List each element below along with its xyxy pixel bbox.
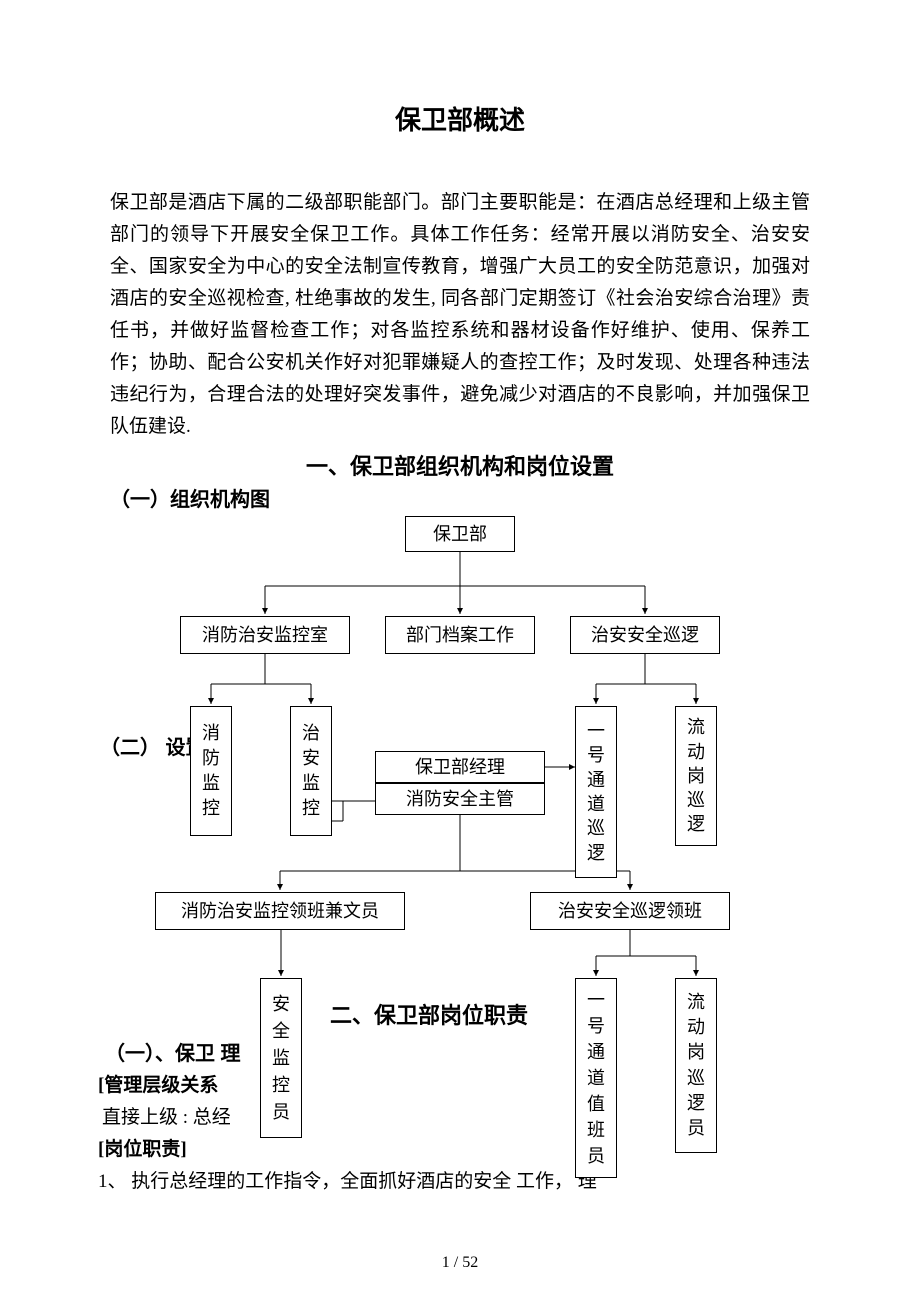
node-b1: 消防治安监控室 xyxy=(180,616,350,654)
node-e3: 流动岗巡逻员 xyxy=(675,978,717,1153)
page-title: 保卫部概述 xyxy=(110,100,810,137)
node-e1: 安全监控员 xyxy=(260,978,302,1138)
node-d2: 治安安全巡逻领班 xyxy=(530,892,730,930)
node-c1: 消防监控 xyxy=(190,706,232,836)
org-chart: （二） 设置 二、保卫部岗位职责 （一）、保卫 理 [管理层级关系 直接上级 :… xyxy=(110,516,810,1286)
node-c4: 一号通道巡逻 xyxy=(575,706,617,878)
node-c2: 治安监控 xyxy=(290,706,332,836)
node-c3a: 保卫部经理 xyxy=(375,751,545,783)
node-b3: 治安安全巡逻 xyxy=(570,616,720,654)
node-c3b: 消防安全主管 xyxy=(375,783,545,815)
subsection-1-1: （一）组织机构图 xyxy=(110,483,810,512)
intro-paragraph: 保卫部是酒店下属的二级部职能部门。部门主要职能是：在酒店总经理和上级主管部门的领… xyxy=(110,187,810,443)
section-1-title: 一、保卫部组织机构和岗位设置 xyxy=(110,449,810,481)
node-c5: 流动岗巡逻 xyxy=(675,706,717,846)
node-d1: 消防治安监控领班兼文员 xyxy=(155,892,405,930)
node-root: 保卫部 xyxy=(405,516,515,552)
document-page: 保卫部概述 保卫部是酒店下属的二级部职能部门。部门主要职能是：在酒店总经理和上级… xyxy=(0,0,920,1302)
node-e2: 一号通道值班员 xyxy=(575,978,617,1178)
node-b2: 部门档案工作 xyxy=(385,616,535,654)
